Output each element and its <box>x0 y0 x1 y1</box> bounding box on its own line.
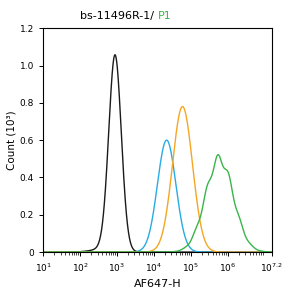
Y-axis label: Count (10³): Count (10³) <box>7 110 17 170</box>
Text: P1: P1 <box>157 12 171 22</box>
X-axis label: AF647-H: AF647-H <box>134 279 181 289</box>
Text: bs-11496R-1/: bs-11496R-1/ <box>80 12 157 22</box>
